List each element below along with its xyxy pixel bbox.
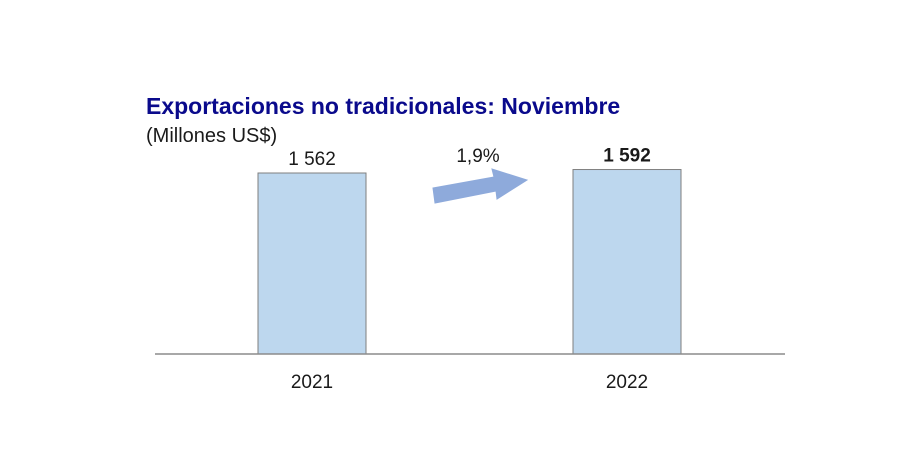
chart-title: Exportaciones no tradicionales: Noviembr…: [146, 93, 620, 119]
chart-subtitle: (Millones US$): [146, 125, 277, 147]
bar-2022: [572, 169, 682, 355]
bar-2021: [257, 172, 367, 355]
bars-layer: 1 562 2021 1 592 2022: [257, 146, 682, 393]
growth-arrow-icon: [432, 168, 529, 204]
data-label-2021: 1 562: [288, 149, 336, 170]
x-tick-label-2022: 2022: [606, 372, 648, 393]
change-percent-label: 1,9%: [456, 146, 499, 167]
growth-arrow-group: 1,9%: [432, 146, 529, 204]
x-tick-label-2021: 2021: [291, 372, 333, 393]
data-label-2022: 1 592: [603, 146, 651, 167]
